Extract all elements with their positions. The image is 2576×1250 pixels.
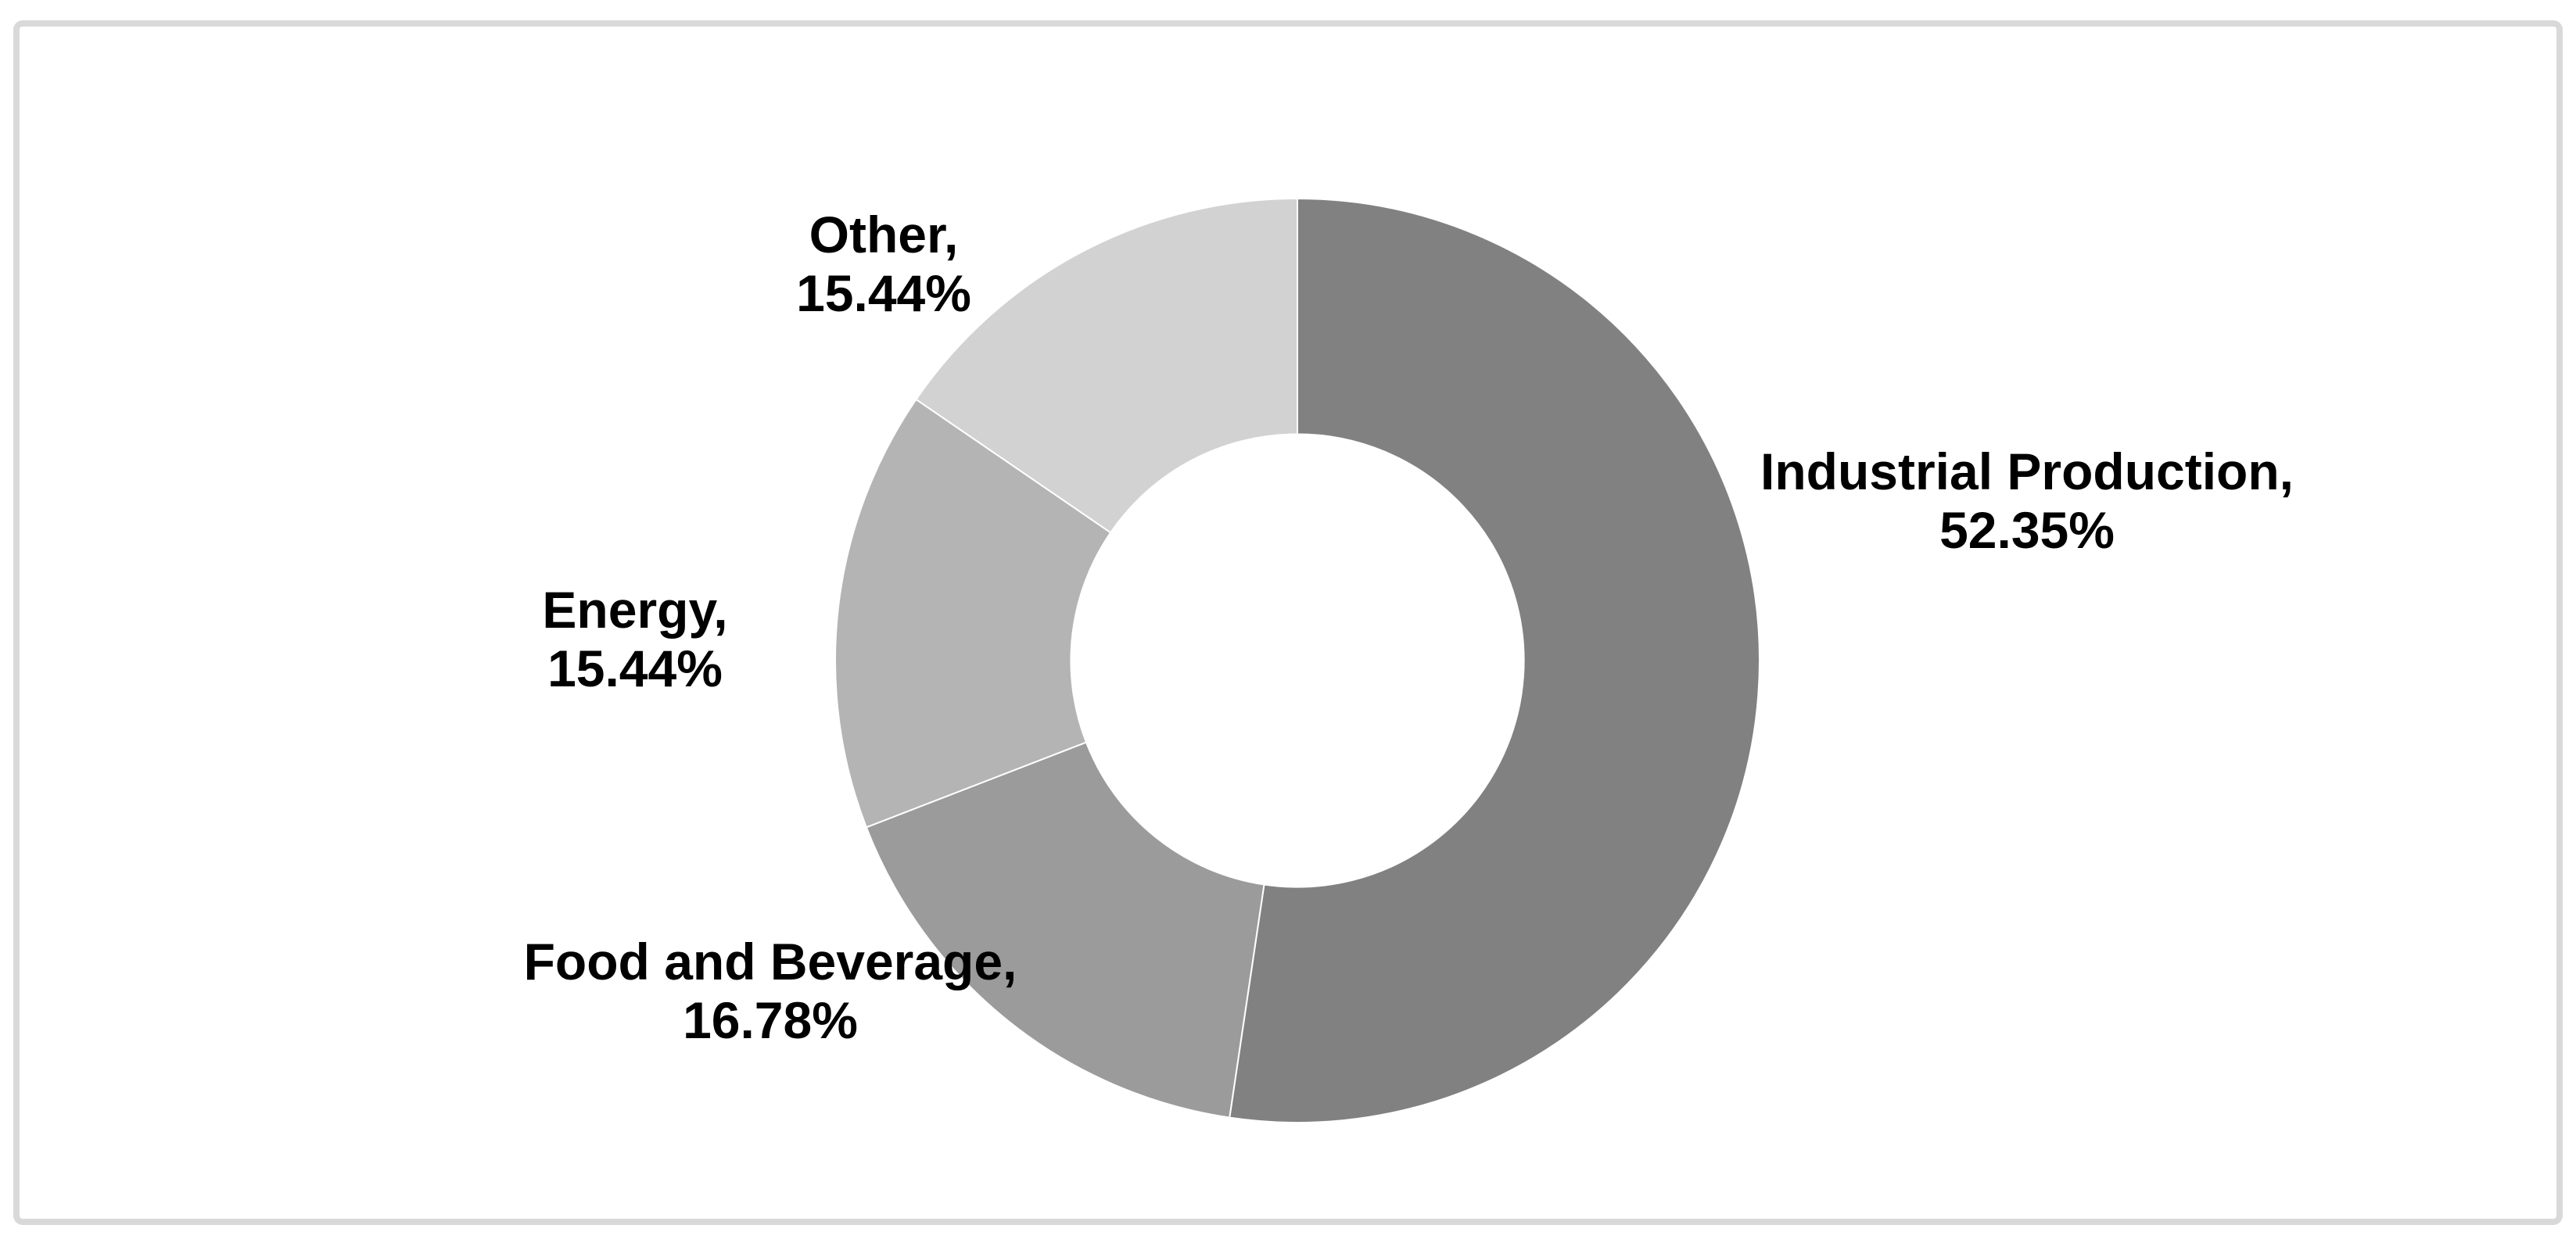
label-industrial-production: Industrial Production, 52.35% [1760,442,2294,560]
label-other-name: Other, [809,206,959,263]
label-industrial-production-value: 52.35% [1939,501,2115,559]
label-industrial-production-name: Industrial Production, [1760,442,2294,500]
label-energy: Energy, 15.44% [542,581,727,698]
label-food-and-beverage: Food and Beverage, 16.78% [524,933,1017,1050]
label-other-value: 15.44% [796,264,971,322]
label-energy-value: 15.44% [547,639,723,697]
donut-segment-food-and-beverage[interactable] [865,741,1265,1119]
label-food-and-beverage-name: Food and Beverage, [523,933,1017,990]
label-food-and-beverage-value: 16.78% [683,991,858,1049]
donut-segment-energy[interactable] [834,398,1112,829]
label-energy-name: Energy, [542,581,728,639]
donut-segment-other[interactable] [915,198,1298,534]
label-other: Other, 15.44% [796,206,971,323]
donut-segment-industrial-production[interactable] [1229,198,1760,1123]
